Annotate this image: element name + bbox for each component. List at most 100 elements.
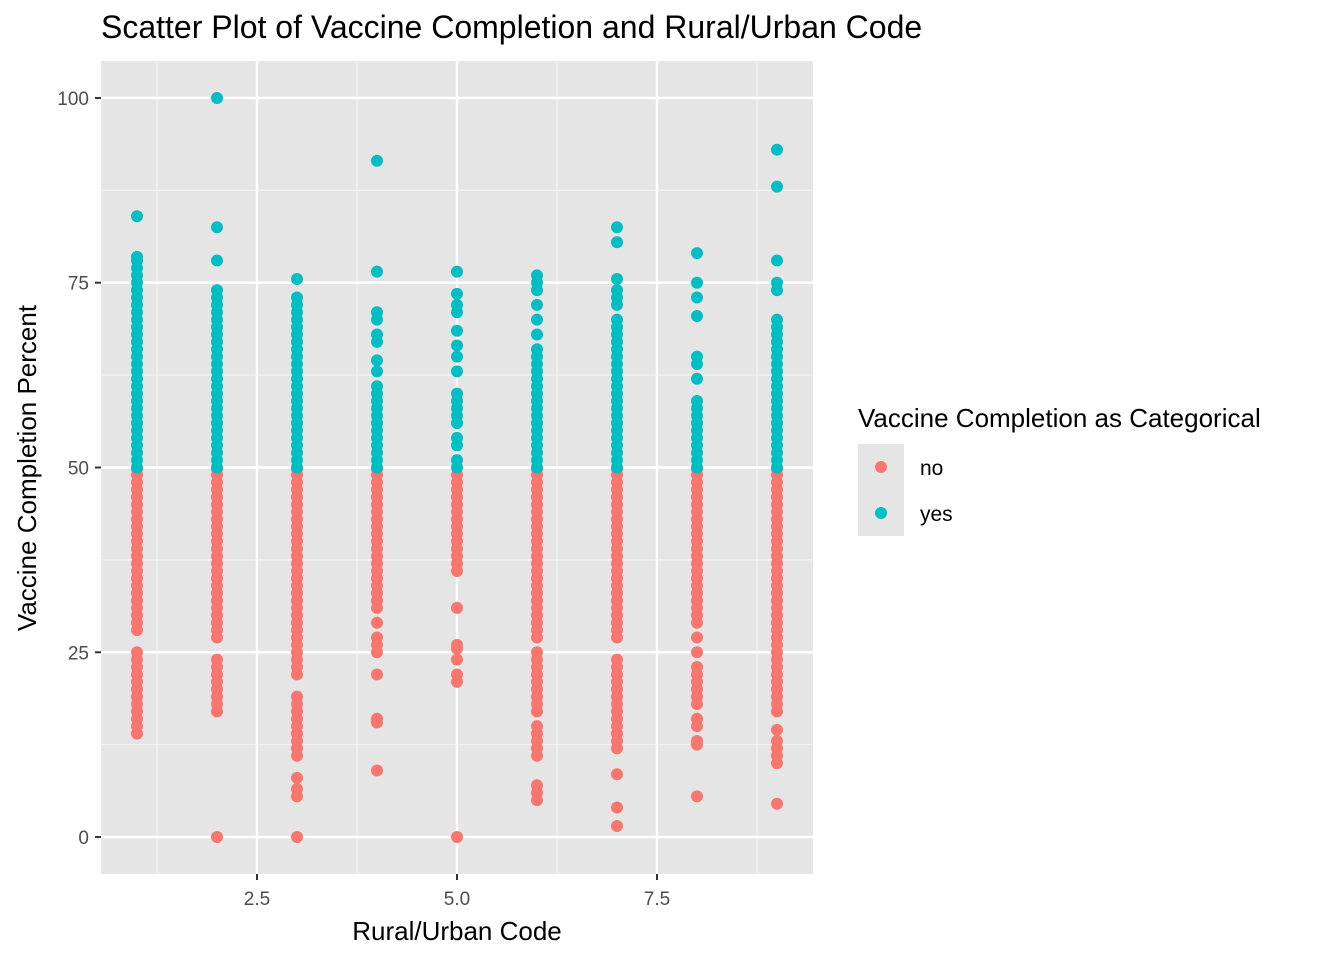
data-point-yes (691, 372, 703, 385)
data-point-yes (371, 354, 383, 367)
data-point-yes (771, 143, 783, 156)
x-axis-label: Rural/Urban Code (352, 916, 562, 946)
data-point-yes (771, 276, 783, 289)
data-point-yes (611, 284, 623, 297)
y-tick-label: 25 (68, 643, 89, 664)
data-point-yes (531, 343, 543, 356)
data-point-yes (691, 247, 703, 260)
data-point-yes (531, 269, 543, 282)
data-point-yes (771, 180, 783, 193)
data-point-no (611, 819, 623, 832)
y-axis: 0 25 50 75 100 (57, 89, 101, 849)
data-point-yes (531, 328, 543, 341)
data-point-yes (371, 365, 383, 378)
data-point-no (531, 720, 543, 733)
y-axis-label: Vaccine Completion Percent (12, 304, 42, 631)
legend-key-no (875, 461, 887, 473)
data-point-yes (771, 254, 783, 267)
data-point-yes (451, 287, 463, 300)
data-point-yes (291, 273, 303, 286)
y-tick-label: 75 (68, 274, 89, 295)
x-tick-label: 5.0 (444, 889, 470, 910)
data-point-no (691, 712, 703, 725)
y-tick-label: 50 (68, 459, 89, 480)
data-point-no (291, 831, 303, 844)
data-point-no (611, 768, 623, 781)
data-point-no (771, 797, 783, 810)
data-point-no (291, 771, 303, 784)
data-point-no (131, 646, 143, 659)
data-point-yes (211, 284, 223, 297)
data-point-yes (531, 313, 543, 326)
data-point-no (211, 831, 223, 844)
data-point-yes (451, 454, 463, 467)
y-tick-label: 100 (57, 89, 89, 110)
data-point-no (291, 783, 303, 796)
data-point-no (691, 631, 703, 644)
x-tick-label: 2.5 (244, 889, 270, 910)
data-point-yes (211, 254, 223, 267)
data-point-no (211, 653, 223, 666)
data-point-yes (291, 291, 303, 304)
legend-label-yes: yes (920, 503, 953, 526)
data-point-no (371, 764, 383, 777)
data-point-yes (451, 339, 463, 352)
data-point-yes (371, 328, 383, 341)
data-point-yes (451, 265, 463, 278)
data-point-yes (371, 154, 383, 167)
data-point-yes (611, 236, 623, 249)
data-points (131, 91, 783, 844)
data-point-no (691, 661, 703, 674)
data-point-no (691, 790, 703, 803)
data-point-yes (451, 350, 463, 363)
data-point-no (371, 668, 383, 681)
data-point-yes (451, 365, 463, 378)
data-point-no (371, 616, 383, 629)
data-point-yes (451, 298, 463, 311)
data-point-yes (451, 324, 463, 337)
data-point-no (691, 646, 703, 659)
data-point-no (771, 734, 783, 747)
legend-label-no: no (920, 457, 943, 480)
data-point-yes (371, 306, 383, 319)
data-point-yes (691, 350, 703, 363)
data-point-yes (211, 221, 223, 234)
data-point-yes (771, 313, 783, 326)
data-point-no (451, 831, 463, 844)
series-no (131, 462, 783, 844)
legend-key-yes (875, 507, 887, 519)
data-point-yes (611, 273, 623, 286)
chart-title: Scatter Plot of Vaccine Completion and R… (101, 9, 922, 45)
data-point-no (371, 631, 383, 644)
data-point-no (611, 653, 623, 666)
data-point-no (291, 690, 303, 703)
data-point-yes (451, 431, 463, 444)
data-point-no (451, 638, 463, 651)
data-point-yes (131, 250, 143, 263)
data-point-no (451, 653, 463, 666)
legend-title: Vaccine Completion as Categorical (858, 403, 1261, 433)
data-point-yes (131, 210, 143, 223)
legend-key-background (858, 444, 904, 536)
y-tick-label: 0 (78, 828, 89, 849)
data-point-yes (371, 380, 383, 393)
data-point-yes (691, 394, 703, 407)
data-point-yes (691, 291, 703, 304)
x-axis: 2.5 5.0 7.5 (244, 874, 670, 910)
data-point-yes (611, 313, 623, 326)
x-tick-label: 7.5 (644, 889, 670, 910)
data-point-yes (531, 298, 543, 311)
data-point-no (771, 723, 783, 736)
data-point-no (691, 734, 703, 747)
data-point-yes (611, 221, 623, 234)
data-point-yes (451, 387, 463, 400)
data-point-yes (211, 91, 223, 104)
data-point-no (451, 668, 463, 681)
data-point-no (371, 712, 383, 725)
data-point-yes (691, 276, 703, 289)
data-point-no (451, 601, 463, 614)
data-point-yes (691, 309, 703, 322)
data-point-yes (371, 265, 383, 278)
